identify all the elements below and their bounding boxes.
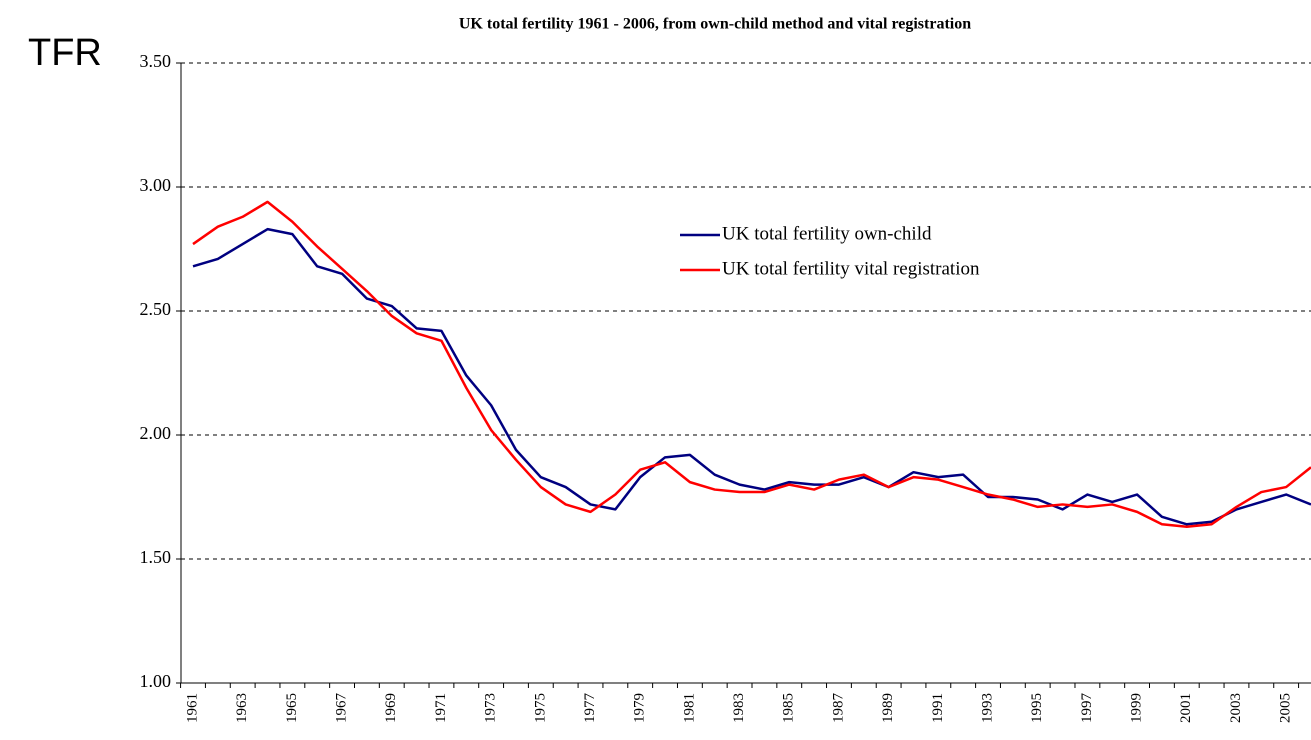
x-tick-label: 1989 xyxy=(880,693,896,723)
x-tick-label: 2001 xyxy=(1178,693,1194,723)
x-tick-label: 1969 xyxy=(383,693,399,723)
x-tick-label: 1975 xyxy=(532,693,548,723)
y-tick-label: 2.00 xyxy=(140,423,172,443)
y-tick-label: 3.50 xyxy=(140,51,172,71)
y-axis-label: TFR xyxy=(28,32,102,74)
y-tick-label: 1.00 xyxy=(140,671,172,691)
y-tick-label: 3.00 xyxy=(140,175,172,195)
x-tick-label: 1999 xyxy=(1129,693,1145,723)
x-tick-label: 1971 xyxy=(433,693,449,723)
x-tick-label: 1995 xyxy=(1029,693,1045,723)
x-tick-label: 1983 xyxy=(731,693,747,723)
x-tick-label: 2005 xyxy=(1278,693,1294,723)
legend-label: UK total fertility vital registration xyxy=(722,258,980,279)
x-tick-label: 1997 xyxy=(1079,693,1095,724)
x-tick-label: 1977 xyxy=(582,693,598,724)
x-tick-label: 1981 xyxy=(681,693,697,723)
x-tick-label: 2003 xyxy=(1228,693,1244,723)
series-line xyxy=(192,200,1311,529)
x-tick-label: 1961 xyxy=(184,693,200,723)
x-tick-label: 1993 xyxy=(979,693,995,723)
y-tick-label: 2.50 xyxy=(140,299,172,319)
y-tick-label: 1.50 xyxy=(140,547,172,567)
x-tick-label: 1987 xyxy=(830,693,846,724)
x-tick-label: 1967 xyxy=(334,693,350,724)
x-tick-label: 1991 xyxy=(930,693,946,723)
x-tick-label: 1985 xyxy=(781,693,797,723)
x-tick-label: 1973 xyxy=(483,693,499,723)
x-tick-label: 1965 xyxy=(284,693,300,723)
x-tick-label: 1963 xyxy=(234,693,250,723)
legend-label: UK total fertility own-child xyxy=(722,223,932,244)
chart-title: UK total fertility 1961 - 2006, from own… xyxy=(459,16,971,33)
x-tick-label: 1979 xyxy=(632,693,648,723)
